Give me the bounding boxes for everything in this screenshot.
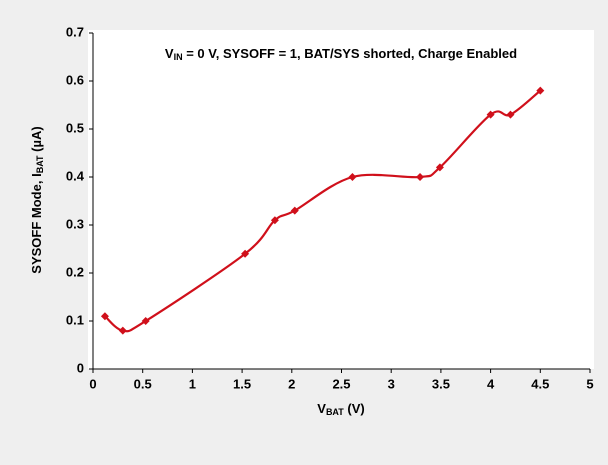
x-axis-label-part: BAT <box>326 407 344 417</box>
plot-area <box>88 30 594 369</box>
x-axis-label-part: (V) <box>344 401 365 416</box>
marker <box>100 312 109 321</box>
annotation: VIN = 0 V, SYSOFF = 1, BAT/SYS shorted, … <box>165 46 517 62</box>
x-tick-label: 1 <box>189 376 196 391</box>
y-axis-label: SYSOFF Mode, IBAT (µA) <box>29 126 45 273</box>
y-tick-label: 0.2 <box>66 264 84 279</box>
marker <box>506 110 515 119</box>
marker <box>141 317 150 325</box>
y-tick-label: 0.7 <box>66 24 84 39</box>
x-tick-label: 3 <box>388 376 395 391</box>
y-tick-label: 0.3 <box>66 216 84 231</box>
y-axis-label-part: BAT <box>35 155 45 173</box>
x-tick-label: 5 <box>586 376 593 391</box>
marker <box>348 173 357 181</box>
y-tick-label: 0.5 <box>66 120 84 135</box>
y-axis-label-part: SYSOFF Mode, I <box>29 173 44 273</box>
y-tick-label: 0.6 <box>66 72 84 87</box>
y-tick-label: 0 <box>77 360 84 375</box>
x-tick-label: 2.5 <box>332 376 350 391</box>
marker <box>536 86 545 95</box>
x-tick-label: 4.5 <box>531 376 549 391</box>
x-tick-label: 0 <box>89 376 96 391</box>
x-tick-label: 2 <box>288 376 295 391</box>
marker <box>270 216 279 225</box>
x-axis-label-part: V <box>317 401 326 416</box>
marker <box>290 206 299 215</box>
y-tick-label: 0.4 <box>66 168 85 183</box>
marker <box>416 173 425 181</box>
x-axis-label: VBAT (V) <box>317 401 364 417</box>
marker <box>486 110 495 119</box>
marker <box>118 326 127 335</box>
y-axis-label-part: (µA) <box>29 126 44 155</box>
x-tick-label: 3.5 <box>432 376 450 391</box>
annotation-part: = 0 V, SYSOFF = 1, BAT/SYS shorted, Char… <box>183 46 518 61</box>
annotation-part: V <box>165 46 174 61</box>
annotation-part: IN <box>174 52 183 62</box>
x-tick-label: 1.5 <box>233 376 251 391</box>
y-tick-label: 0.1 <box>66 312 84 327</box>
marker <box>241 249 250 258</box>
x-tick-label: 0.5 <box>134 376 152 391</box>
x-tick-label: 4 <box>487 376 495 391</box>
marker <box>435 163 444 172</box>
